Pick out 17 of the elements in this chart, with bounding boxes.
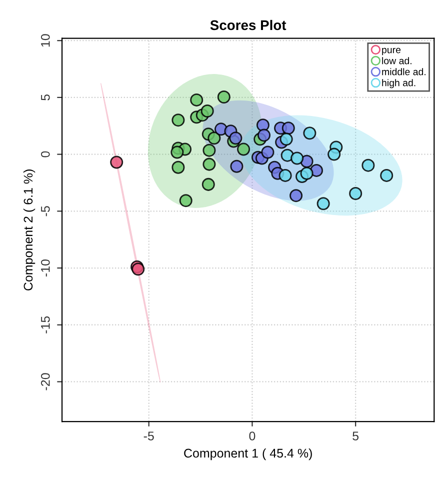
- x-tick-label: 5: [352, 432, 359, 440]
- legend-label: low ad.: [382, 57, 412, 64]
- y-tick-label: -5: [41, 206, 50, 216]
- legend-label: middle ad.: [382, 68, 426, 76]
- y-tick-label: 5: [41, 94, 50, 100]
- x-tick-label: 0: [249, 432, 256, 440]
- y-tick-label: 10: [40, 34, 50, 47]
- legend-label: pure: [382, 48, 401, 56]
- x-axis-title: Component 1 ( 45.4 %): [184, 448, 312, 460]
- y-tick-label: -15: [41, 316, 50, 334]
- y-tick-label: -20: [40, 373, 50, 390]
- chart-title: Scores Plot: [210, 20, 286, 30]
- y-tick-label: -10: [40, 259, 50, 276]
- x-tick-label: -5: [144, 432, 154, 440]
- legend-label: high ad.: [382, 79, 416, 88]
- y-tick-label: 0: [40, 151, 50, 158]
- y-axis-title: Component 2 ( 6.1 %): [23, 170, 36, 290]
